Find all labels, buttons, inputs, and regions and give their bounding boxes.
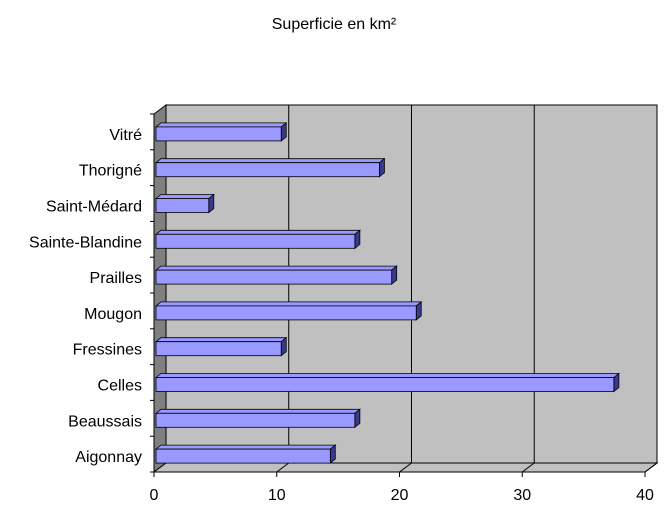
category-label: Sainte-Blandine (29, 234, 142, 251)
category-label: Thorigné (79, 163, 142, 180)
category-label: Saint-Médard (46, 199, 142, 216)
bar-top (154, 444, 337, 450)
bars-layer (154, 122, 620, 464)
bar-front (155, 341, 282, 357)
bar-front (155, 162, 380, 178)
bar-top (154, 265, 398, 271)
bar-front (155, 233, 356, 249)
bar (154, 444, 337, 464)
bar-front (155, 377, 615, 392)
bar (154, 265, 398, 285)
floor-gridline (644, 462, 658, 473)
bar (154, 372, 620, 393)
bar-top (154, 373, 620, 378)
category-label: Prailles (90, 270, 142, 287)
bar (154, 122, 288, 142)
category-label: Vitré (109, 127, 142, 144)
category-label: Beaussais (68, 413, 142, 430)
bar-front (155, 126, 282, 142)
floor-gridline (276, 462, 290, 473)
category-label: Celles (98, 378, 142, 395)
bar (154, 229, 361, 250)
x-tick-label: 0 (150, 487, 159, 504)
bar-front (155, 448, 331, 464)
floor-gridline (399, 462, 412, 473)
x-tick-label: 10 (268, 487, 286, 504)
bar-top (154, 408, 361, 414)
category-label: Aigonnay (75, 449, 142, 466)
x-tick-label: 40 (636, 487, 654, 504)
bar (154, 301, 423, 321)
x-tick-label: 30 (513, 487, 531, 504)
bar-front (155, 412, 356, 428)
category-label: Mougon (84, 306, 142, 323)
bar-top (154, 158, 386, 164)
bar-top (154, 194, 215, 199)
bar-top (154, 122, 288, 128)
bar-front (155, 305, 417, 321)
bar-top (154, 337, 288, 343)
bar-top (154, 301, 423, 307)
bar (154, 193, 215, 214)
labels-layer: 0 10 20 30 40 Vitré Thorigné Saint-Médard Sainte… (29, 127, 654, 504)
category-label: Fressines (73, 342, 142, 359)
bar (154, 336, 288, 357)
floor-gridline (521, 462, 535, 473)
x-tick-label: 20 (391, 487, 409, 504)
bar (154, 408, 361, 429)
chart-title: Superficie en km² (271, 16, 397, 33)
bar (154, 157, 386, 178)
bar-top (154, 229, 361, 235)
bar-front (155, 198, 210, 213)
bar-front (155, 269, 393, 285)
